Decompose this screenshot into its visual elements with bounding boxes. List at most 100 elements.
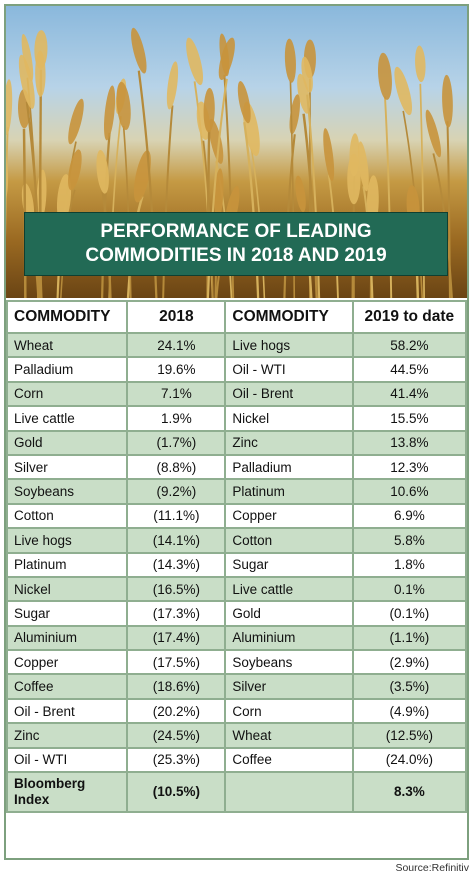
wheat-ear xyxy=(214,168,224,221)
value-2019-cell: 15.5% xyxy=(351,405,468,432)
wheat-field-photo: PERFORMANCE OF LEADING COMMODITIES IN 20… xyxy=(6,6,467,298)
commodity-2018-cell: Platinum xyxy=(5,551,129,578)
value-2018-cell: 19.6% xyxy=(126,356,227,383)
value-2018-cell: (25.3%) xyxy=(126,746,227,774)
value-2019-cell: 13.8% xyxy=(351,429,468,456)
wheat-ear xyxy=(116,81,131,131)
value-2018-cell: (18.6%) xyxy=(126,673,227,700)
value-2018-cell: (1.7%) xyxy=(126,429,227,456)
wheat-ear xyxy=(96,149,109,194)
commodity-2018-cell: Oil - Brent xyxy=(5,697,129,725)
commodity-2019-cell: Copper xyxy=(224,502,354,530)
wheat-ear xyxy=(56,174,72,224)
value-2018-cell: (17.4%) xyxy=(126,624,227,652)
commodity-2018-cell: Nickel xyxy=(5,575,129,603)
value-2019-cell: (0.1%) xyxy=(351,600,468,627)
value-2018-cell: (17.3%) xyxy=(126,600,227,627)
wheat-ear xyxy=(68,149,82,191)
wheat-ear xyxy=(21,33,34,82)
wheat-ear xyxy=(35,50,46,97)
commodity-2018-cell: Soybeans xyxy=(5,478,129,505)
header-commodity-2018: COMMODITY xyxy=(5,300,129,334)
bloomberg-index-2019: 8.3% xyxy=(351,771,468,814)
table-row: Coffee (18.6%) Silver (3.5%) xyxy=(5,673,468,700)
title-line-1: PERFORMANCE OF LEADING xyxy=(100,221,372,242)
table-row: Platinum (14.3%) Sugar 1.8% xyxy=(5,551,468,578)
commodity-2018-cell: Live hogs xyxy=(5,527,129,554)
wheat-ear xyxy=(295,175,306,213)
commodity-2018-cell: Silver xyxy=(5,453,129,481)
header-2019-to-date: 2019 to date xyxy=(351,300,468,334)
value-2018-cell: (17.5%) xyxy=(126,649,227,676)
table-row: Oil - Brent (20.2%) Corn (4.9%) xyxy=(5,697,468,725)
commodity-2019-cell: Palladium xyxy=(224,453,354,481)
title-banner: PERFORMANCE OF LEADING COMMODITIES IN 20… xyxy=(24,212,448,276)
commodity-2019-cell: Coffee xyxy=(224,746,354,774)
value-2019-cell: (12.5%) xyxy=(351,722,468,749)
commodity-2018-cell: Gold xyxy=(5,429,129,456)
bloomberg-index-empty-cell xyxy=(224,771,354,814)
wheat-ear xyxy=(208,118,224,164)
table-row: Aluminium (17.4%) Aluminium (1.1%) xyxy=(5,624,468,652)
value-2018-cell: (16.5%) xyxy=(126,575,227,603)
table-row: Palladium 19.6% Oil - WTI 44.5% xyxy=(5,356,468,383)
wheat-ear xyxy=(323,128,335,182)
value-2018-cell: (20.2%) xyxy=(126,697,227,725)
commodities-table: COMMODITY 2018 COMMODITY 2019 to date Wh… xyxy=(5,300,468,814)
commodity-2019-cell: Soybeans xyxy=(224,649,354,676)
wheat-ear xyxy=(237,81,251,124)
commodity-2019-cell: Gold xyxy=(224,600,354,627)
table-row: Soybeans (9.2%) Platinum 10.6% xyxy=(5,478,468,505)
infographic-card: PERFORMANCE OF LEADING COMMODITIES IN 20… xyxy=(4,4,469,860)
value-2019-cell: 6.9% xyxy=(351,502,468,530)
commodity-2019-cell: Sugar xyxy=(224,551,354,578)
commodity-2019-cell: Oil - Brent xyxy=(224,380,354,408)
wheat-ear xyxy=(6,79,13,136)
table-row: Silver (8.8%) Palladium 12.3% xyxy=(5,453,468,481)
table-row: Zinc (24.5%) Wheat (12.5%) xyxy=(5,722,468,749)
commodity-2018-cell: Wheat xyxy=(5,331,129,359)
value-2019-cell: (2.9%) xyxy=(351,649,468,676)
commodity-2018-cell: Palladium xyxy=(5,356,129,383)
table-row: Nickel (16.5%) Live cattle 0.1% xyxy=(5,575,468,603)
value-2019-cell: 58.2% xyxy=(351,331,468,359)
value-2018-cell: 7.1% xyxy=(126,380,227,408)
commodity-2019-cell: Aluminium xyxy=(224,624,354,652)
commodity-2019-cell: Cotton xyxy=(224,527,354,554)
header-row: COMMODITY 2018 COMMODITY 2019 to date xyxy=(5,300,468,334)
commodity-2018-cell: Aluminium xyxy=(5,624,129,652)
title-line-2: COMMODITIES IN 2018 AND 2019 xyxy=(85,245,387,266)
table-row: Wheat 24.1% Live hogs 58.2% xyxy=(5,331,468,359)
wheat-ear xyxy=(18,54,35,109)
commodity-2019-cell: Nickel xyxy=(224,405,354,432)
commodity-2019-cell: Corn xyxy=(224,697,354,725)
table-row: Gold (1.7%) Zinc 13.8% xyxy=(5,429,468,456)
wheat-ear xyxy=(378,52,392,100)
wheat-ear xyxy=(297,73,311,114)
wheat-ear xyxy=(425,109,442,158)
commodity-2019-cell: Live hogs xyxy=(224,331,354,359)
source-credit: Source:Refinitiv xyxy=(395,862,469,874)
value-2019-cell: (4.9%) xyxy=(351,697,468,725)
value-2018-cell: (14.1%) xyxy=(126,527,227,554)
value-2018-cell: 1.9% xyxy=(126,405,227,432)
commodity-2019-cell: Live cattle xyxy=(224,575,354,603)
wheat-ear xyxy=(284,38,296,83)
commodity-2018-cell: Copper xyxy=(5,649,129,676)
wheat-ear xyxy=(131,27,147,74)
commodity-2018-cell: Cotton xyxy=(5,502,129,530)
commodity-2019-cell: Oil - WTI xyxy=(224,356,354,383)
value-2018-cell: (9.2%) xyxy=(126,478,227,505)
value-2019-cell: 0.1% xyxy=(351,575,468,603)
wheat-ear xyxy=(301,56,313,93)
table-row: Oil - WTI (25.3%) Coffee (24.0%) xyxy=(5,746,468,774)
value-2019-cell: 5.8% xyxy=(351,527,468,554)
wheat-ear xyxy=(103,85,116,141)
wheat-ear xyxy=(218,37,235,81)
commodity-2019-cell: Silver xyxy=(224,673,354,700)
wheat-ear xyxy=(186,37,204,86)
wheat-ear xyxy=(442,74,453,128)
value-2018-cell: (14.3%) xyxy=(126,551,227,578)
commodity-2018-cell: Zinc xyxy=(5,722,129,749)
value-2019-cell: 1.8% xyxy=(351,551,468,578)
